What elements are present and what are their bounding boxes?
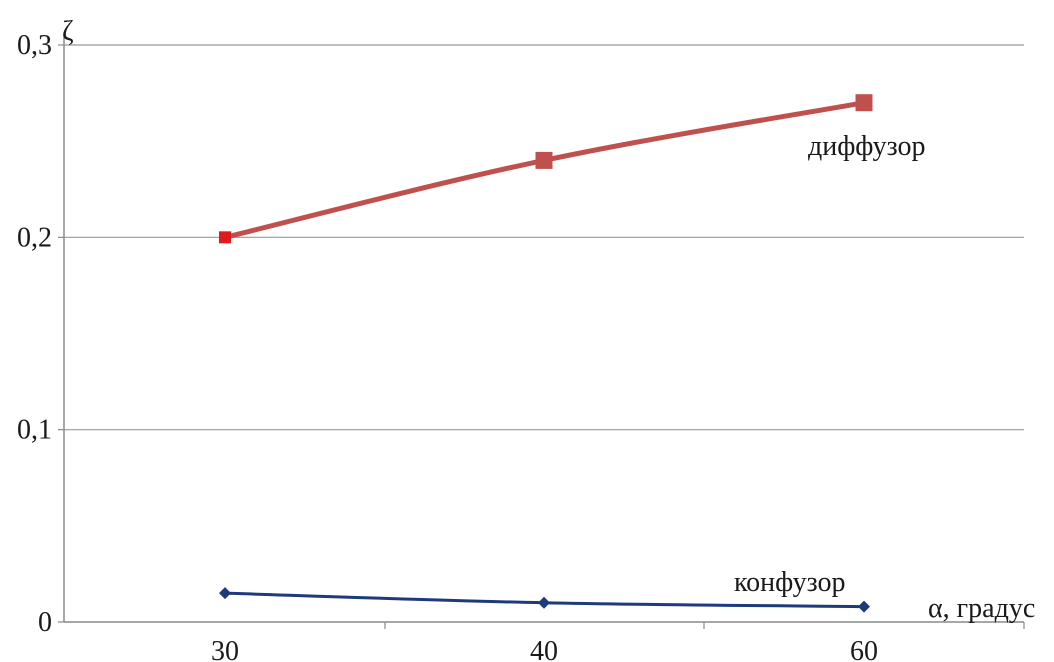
y-tick-label: 0,1 bbox=[17, 415, 52, 446]
y-axis-label: ζ bbox=[62, 16, 74, 47]
axes bbox=[58, 35, 1025, 629]
y-tick-label: 0 bbox=[38, 607, 52, 638]
y-tick-labels: 0 0,1 0,2 0,3 bbox=[17, 30, 52, 638]
data-point-series0 bbox=[535, 151, 553, 169]
series-label-diffuzor: диффузор bbox=[808, 131, 926, 162]
x-tick-label: 60 bbox=[850, 636, 878, 662]
grid-lines bbox=[64, 44, 1024, 431]
series-label-konfuzor: конфузор bbox=[734, 567, 846, 598]
y-tick-label: 0,3 bbox=[17, 30, 52, 61]
data-point-series0 bbox=[855, 94, 873, 112]
data-point-series0 bbox=[219, 231, 231, 244]
x-tick-labels: 30 40 60 bbox=[211, 636, 878, 662]
x-tick-label: 40 bbox=[530, 636, 558, 662]
data-point-series1 bbox=[858, 600, 870, 613]
x-tick-label: 30 bbox=[211, 636, 239, 662]
data-point-series1 bbox=[538, 596, 550, 609]
series-line-0 bbox=[222, 100, 867, 240]
series-group bbox=[219, 94, 873, 613]
x-axis-label: α, градус bbox=[928, 593, 1035, 624]
data-point-series1 bbox=[219, 587, 231, 600]
y-tick-label: 0,2 bbox=[17, 222, 52, 253]
